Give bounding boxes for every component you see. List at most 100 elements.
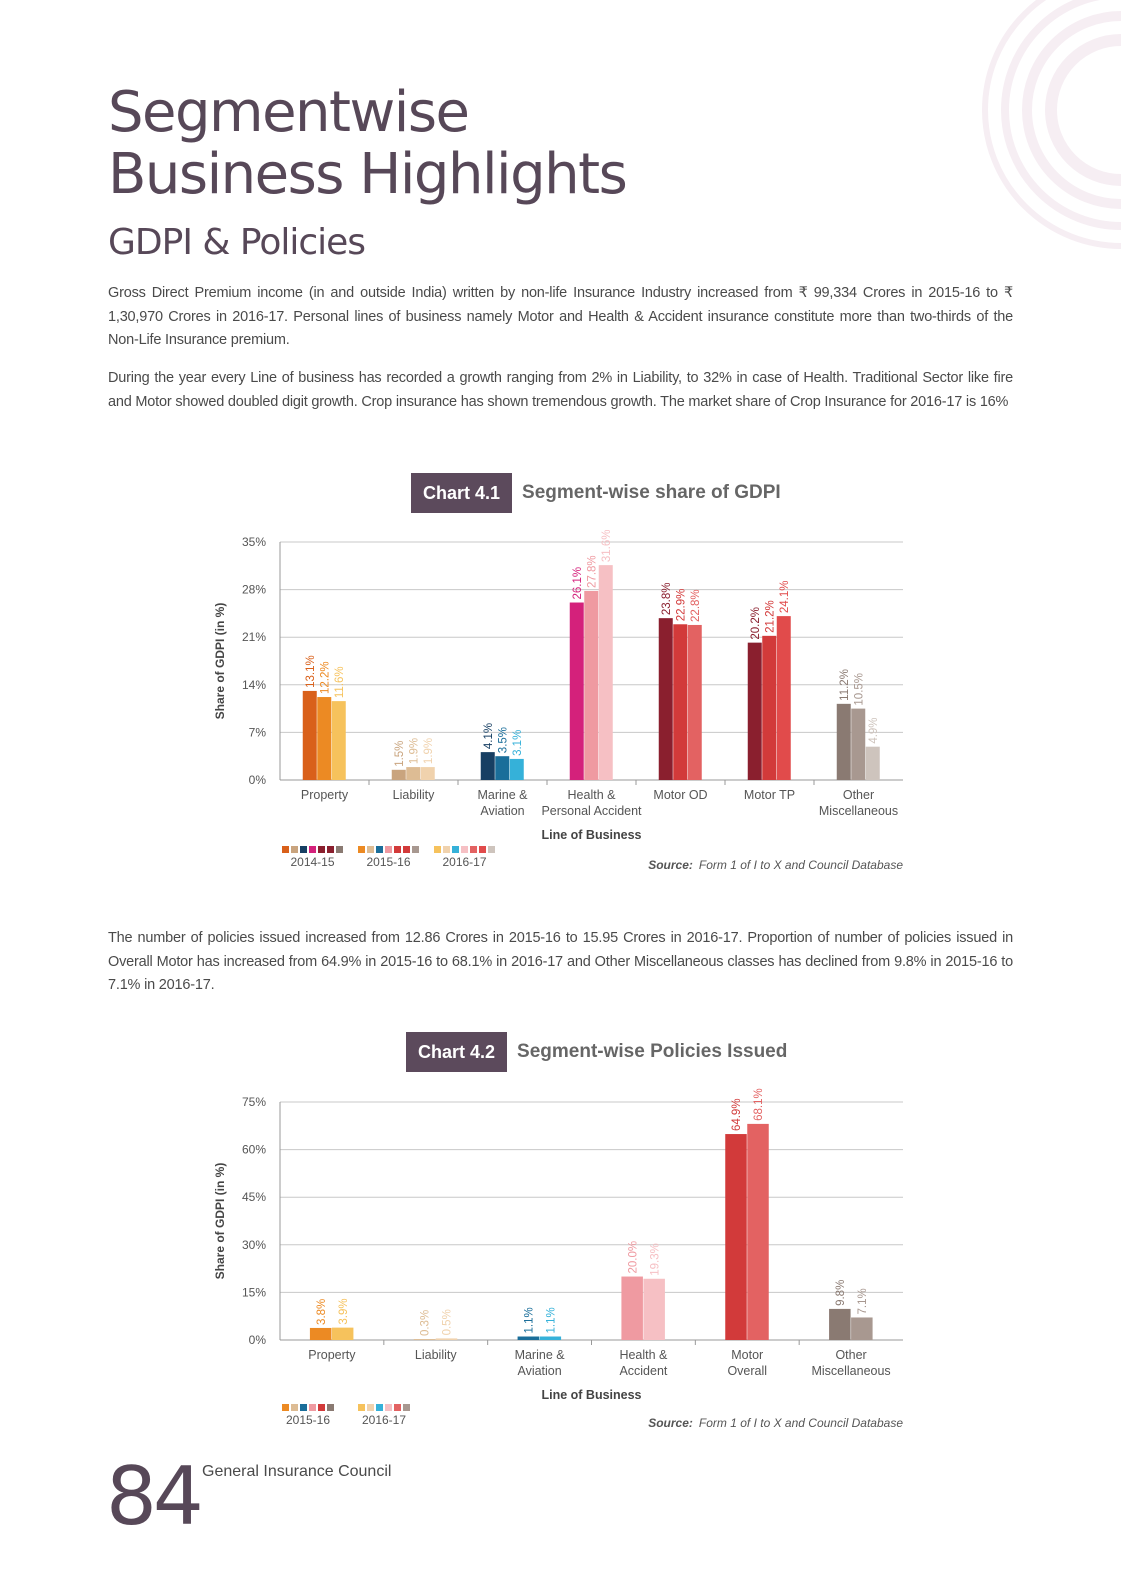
bar (687, 624, 702, 780)
data-label: 23.8% (661, 583, 673, 616)
data-label: 1.1% (524, 1307, 536, 1333)
bar (643, 1278, 665, 1340)
legend-label: 2016-17 (361, 1413, 407, 1427)
legend-swatch (376, 1404, 383, 1411)
data-label: 0.5% (442, 1309, 454, 1335)
legend-swatch (479, 846, 486, 853)
legend-swatch (336, 846, 343, 853)
data-label: 1.9% (409, 738, 421, 764)
legend-swatches (358, 846, 419, 853)
data-label: 68.1% (753, 1088, 765, 1121)
legend-swatch (461, 846, 468, 853)
data-label: 20.0% (627, 1241, 639, 1274)
category-label: Marine & (515, 1348, 566, 1362)
category-label: Aviation (517, 1364, 561, 1378)
category-label: Motor TP (744, 788, 795, 802)
legend-swatch (300, 846, 307, 853)
legend-swatch (488, 846, 495, 853)
bar (302, 690, 317, 780)
source-label: Source: (648, 858, 693, 872)
legend-swatches (358, 1404, 410, 1411)
legend-swatch (385, 846, 392, 853)
bar (747, 1123, 769, 1340)
legend-swatch (367, 1404, 374, 1411)
category-label: Marine & (477, 788, 528, 802)
data-label: 7.1% (857, 1288, 869, 1314)
legend-swatch (282, 1404, 289, 1411)
legend-swatch (300, 1404, 307, 1411)
category-label: Property (308, 1348, 356, 1362)
chart-4-2-tag: Chart 4.2 (406, 1032, 508, 1072)
y-tick-label: 75% (242, 1095, 266, 1109)
paragraph-gdpi: Gross Direct Premium income (in and outs… (108, 285, 1013, 348)
paragraph-policies: The number of policies issued increased … (108, 930, 1013, 993)
y-axis-label: Share of GDPI (in %) (213, 603, 227, 720)
bar (865, 746, 880, 780)
bar (517, 1336, 540, 1340)
legend-swatches (282, 1404, 334, 1411)
data-label: 3.5% (498, 727, 510, 753)
category-label: Liability (393, 788, 435, 802)
legend-swatch (394, 1404, 401, 1411)
category-label: Motor (731, 1348, 763, 1362)
legend-item: 2016-17 (358, 1404, 410, 1427)
category-label: Aviation (480, 804, 524, 818)
bar (851, 708, 866, 780)
chart-segment-share-gdpi: 0% 7% 14% 21% 28% 35% Share of GDPI (in %) 13.1… (213, 530, 903, 842)
chart-segment-policies-issued: 0% 15% 30% 45% 60% 75% Share of GDPI (in %) 3.8… (213, 1088, 903, 1402)
category-label: Personal Accident (541, 804, 642, 818)
category-label: Other (835, 1348, 866, 1362)
data-label: 31.6% (601, 530, 613, 563)
data-label: 24.1% (779, 581, 791, 614)
data-label: 4.9% (868, 717, 880, 743)
x-axis-label: Line of Business (541, 828, 641, 842)
source-label: Source: (648, 1416, 693, 1430)
category-label: Liability (415, 1348, 457, 1362)
chart-4-1-tag: Chart 4.1 (411, 473, 513, 513)
legend-swatch (443, 846, 450, 853)
y-tick-label: 60% (242, 1143, 266, 1157)
y-tick-label: 30% (242, 1238, 266, 1252)
data-label: 0.3% (420, 1310, 432, 1336)
bar (725, 1134, 747, 1340)
bar (829, 1308, 851, 1340)
data-label: 20.2% (750, 607, 762, 640)
legend-item: 2015-16 (282, 1404, 334, 1427)
y-tick-label: 0% (249, 773, 267, 787)
category-label: Miscellaneous (811, 1364, 890, 1378)
data-label: 64.9% (731, 1098, 743, 1131)
title-line-2: Business Highlights (108, 142, 628, 207)
legend-label: 2014-15 (290, 855, 335, 869)
y-tick-label: 28% (242, 583, 266, 597)
legend-swatch (412, 846, 419, 853)
legend-swatch (291, 846, 298, 853)
legend-swatch (327, 1404, 334, 1411)
chart-4-2-source: Source: Form 1 of I to X and Council Data… (648, 1416, 903, 1430)
bar (762, 635, 777, 780)
data-label: 1.5% (394, 741, 406, 767)
source-text: Form 1 of I to X and Council Database (698, 858, 903, 872)
chart-4-2-title: Segment-wise Policies Issued (517, 1041, 788, 1062)
legend-swatch (434, 846, 441, 853)
legend-item: 2014-15 (282, 846, 343, 869)
category-label: Overall (727, 1364, 767, 1378)
bar (480, 752, 495, 780)
y-tick-label: 14% (242, 678, 266, 692)
legend-label: 2016-17 (442, 855, 487, 869)
bar (621, 1276, 643, 1340)
bar (569, 602, 584, 780)
page-number: 84 (106, 1450, 204, 1543)
bar (391, 769, 406, 780)
bar (420, 767, 435, 780)
data-label: 10.5% (854, 673, 866, 706)
data-label: 13.1% (305, 655, 317, 688)
bar (598, 565, 613, 780)
data-label: 22.8% (690, 589, 702, 622)
y-tick-label: 0% (249, 1333, 267, 1347)
data-label: 1.1% (546, 1307, 558, 1333)
publisher-name: General Insurance Council (202, 1463, 392, 1480)
data-label: 3.8% (316, 1299, 328, 1325)
legend-swatch (358, 846, 365, 853)
bar (413, 1339, 436, 1340)
y-tick-label: 21% (242, 630, 266, 644)
